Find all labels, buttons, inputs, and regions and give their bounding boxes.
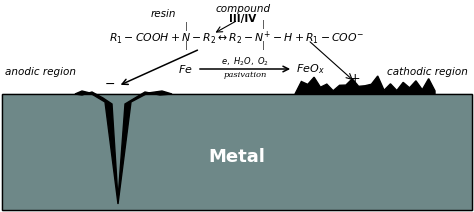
Text: resin: resin [150,9,176,19]
Polygon shape [295,76,435,94]
Text: $+$: $+$ [349,72,361,85]
Bar [2,94,472,210]
Text: $Fe$: $Fe$ [178,63,193,75]
Text: $R_1-COOH + \overset{|}{\underset{|}{N}}-R_2 \leftrightarrow R_2-\overset{|}{\un: $R_1-COOH + \overset{|}{\underset{|}{N}}… [109,20,365,54]
Text: Metal: Metal [209,148,265,166]
Bar [2,94,472,210]
Text: cathodic region: cathodic region [387,67,468,77]
Polygon shape [75,91,172,204]
Text: $FeO_x$: $FeO_x$ [296,62,325,76]
Text: compound: compound [216,4,271,14]
Text: III/IV: III/IV [229,14,256,24]
Text: pasivation: pasivation [223,71,267,79]
Text: anodic region: anodic region [5,67,76,77]
Text: $e,\ H_2O,\ O_2$: $e,\ H_2O,\ O_2$ [221,56,269,68]
Text: $-$: $-$ [104,77,116,90]
